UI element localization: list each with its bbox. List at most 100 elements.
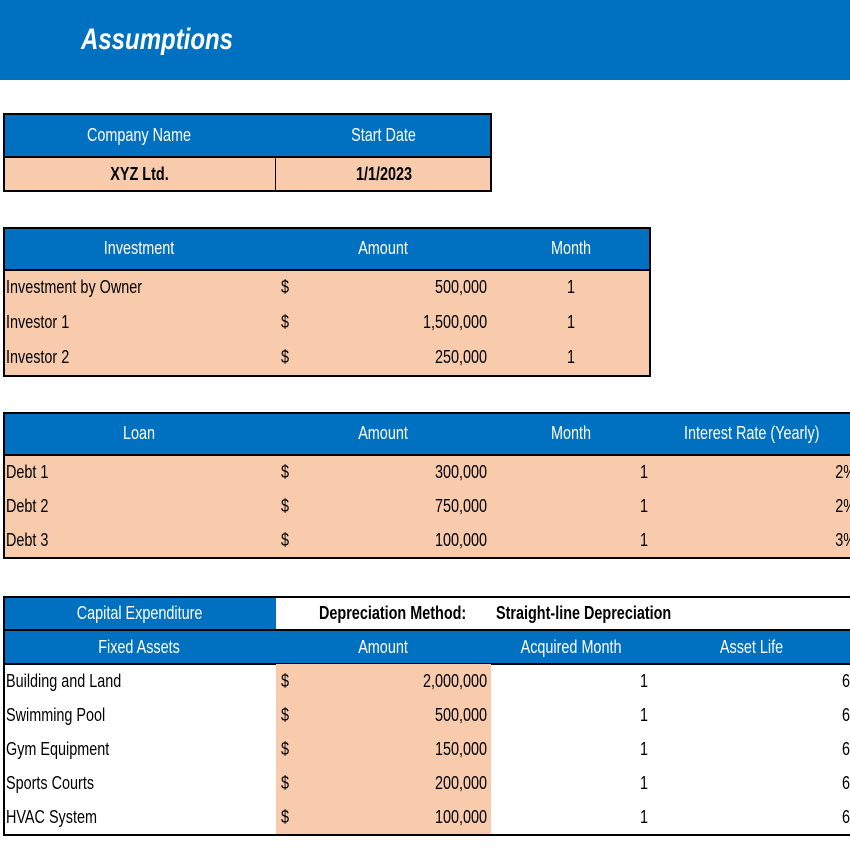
column-header-cell: Asset Life [651, 630, 850, 664]
row-label-cell: HVAC System [3, 800, 276, 834]
amount-cell: 100,000 [300, 523, 490, 557]
amount: 250,000 [434, 347, 487, 367]
row-label-cell: Investor 1 [3, 305, 276, 340]
row-label-cell: Sports Courts [3, 766, 276, 800]
column-header: Month [550, 238, 592, 258]
amount: 100,000 [434, 806, 487, 827]
amount-cell: 1,500,000 [300, 305, 490, 340]
currency: $ [281, 529, 290, 550]
interest-rate: 2% [835, 495, 850, 516]
interest-rate: 3% [835, 529, 850, 550]
row-label: HVAC System [6, 806, 97, 827]
row-label-cell: Debt 3 [3, 523, 276, 557]
row-label: Swimming Pool [6, 704, 106, 725]
asset-life-cell: 60 [651, 800, 850, 834]
currency-cell: $ [278, 766, 308, 800]
row-label: Sports Courts [6, 772, 95, 793]
column-header: Month [550, 423, 592, 443]
column-header: Amount [358, 423, 409, 443]
currency-cell: $ [278, 523, 308, 557]
section-title-cell: Capital Expenditure [3, 596, 276, 630]
column-header: Asset Life [720, 636, 784, 657]
column-header-cell: Investment [3, 227, 276, 270]
method: Straight-line Depreciation [496, 602, 672, 623]
asset-life-cell: 60 [651, 698, 850, 732]
row-label-cell: Gym Equipment [3, 732, 276, 766]
rule [3, 629, 850, 631]
column-header: Loan [123, 423, 156, 443]
data-row [3, 340, 651, 375]
currency: $ [281, 495, 290, 516]
amount: 500,000 [434, 277, 487, 297]
column-header-cell: Loan [3, 412, 276, 455]
column-header: Acquired Month [520, 636, 622, 657]
amount-cell: 750,000 [300, 489, 490, 523]
column-header-cell: Interest Rate (Yearly) [651, 412, 850, 455]
row-label-cell: Debt 2 [3, 489, 276, 523]
amount: 300,000 [434, 461, 487, 482]
amount-cell: 500,000 [300, 698, 490, 732]
cell: XYZ Ltd. [110, 164, 169, 184]
currency-cell: $ [278, 732, 308, 766]
month-cell: 1 [491, 305, 651, 340]
asset-life: 60 [841, 670, 850, 691]
row-label: Investor 2 [6, 347, 70, 367]
currency-cell: $ [278, 489, 308, 523]
interest-rate-cell: 2% [651, 455, 850, 489]
row-label: Debt 1 [6, 461, 49, 482]
row-label-cell: Swimming Pool [3, 698, 276, 732]
title-cell [3, 596, 276, 630]
month: 1 [639, 529, 648, 550]
currency-cell: $ [278, 664, 308, 698]
rule [275, 157, 276, 192]
amount: 200,000 [434, 772, 487, 793]
currency-cell: $ [278, 340, 308, 375]
acquired-month-cell: 1 [491, 800, 651, 834]
table-border [3, 412, 850, 559]
column-header-cell: Amount [276, 412, 491, 455]
column-header: Interest Rate (Yearly) [684, 423, 820, 443]
row-label-cell: Debt 1 [3, 455, 276, 489]
title-bar [0, 0, 850, 80]
currency-cell: $ [278, 270, 308, 305]
asset-life: 60 [841, 772, 850, 793]
column-header-cell: Amount [276, 630, 491, 664]
acquired-month: 1 [639, 704, 648, 725]
header-row [3, 630, 850, 664]
acquired-month: 1 [639, 738, 648, 759]
rule [3, 454, 850, 456]
data-row [3, 157, 492, 192]
page-title: Assumptions [81, 23, 234, 56]
currency: $ [281, 461, 290, 482]
method-label: Depreciation Method: [319, 602, 467, 623]
row-label-cell: Investment by Owner [3, 270, 276, 305]
column-header: Amount [358, 636, 409, 657]
amount-cell: 300,000 [300, 455, 490, 489]
data-row [3, 489, 850, 523]
amount-cell: 500,000 [300, 270, 490, 305]
currency-cell: $ [278, 800, 308, 834]
row-label: Debt 3 [6, 529, 49, 550]
data-row [3, 523, 850, 557]
page-title-cell: Assumptions [78, 10, 378, 70]
column-header-cell: Amount [276, 227, 491, 270]
month-cell: 1 [491, 489, 651, 523]
column-header-cell: Acquired Month [491, 630, 651, 664]
row-label: Building and Land [6, 670, 122, 691]
data-row [3, 270, 651, 305]
month-cell: 1 [491, 270, 651, 305]
column-header: Investment [104, 238, 175, 258]
acquired-month-cell: 1 [491, 766, 651, 800]
amount: 2,000,000 [422, 670, 487, 691]
table-border [3, 113, 492, 192]
row-label-cell: Building and Land [3, 664, 276, 698]
header-row [3, 412, 850, 455]
amount: 150,000 [434, 738, 487, 759]
amount-column [276, 664, 491, 834]
currency: $ [281, 277, 290, 297]
amount: 1,500,000 [422, 312, 487, 332]
amount-cell: 150,000 [300, 732, 490, 766]
rule [3, 156, 492, 158]
column-header-cell: Start Date [276, 113, 492, 157]
currency: $ [281, 312, 290, 332]
